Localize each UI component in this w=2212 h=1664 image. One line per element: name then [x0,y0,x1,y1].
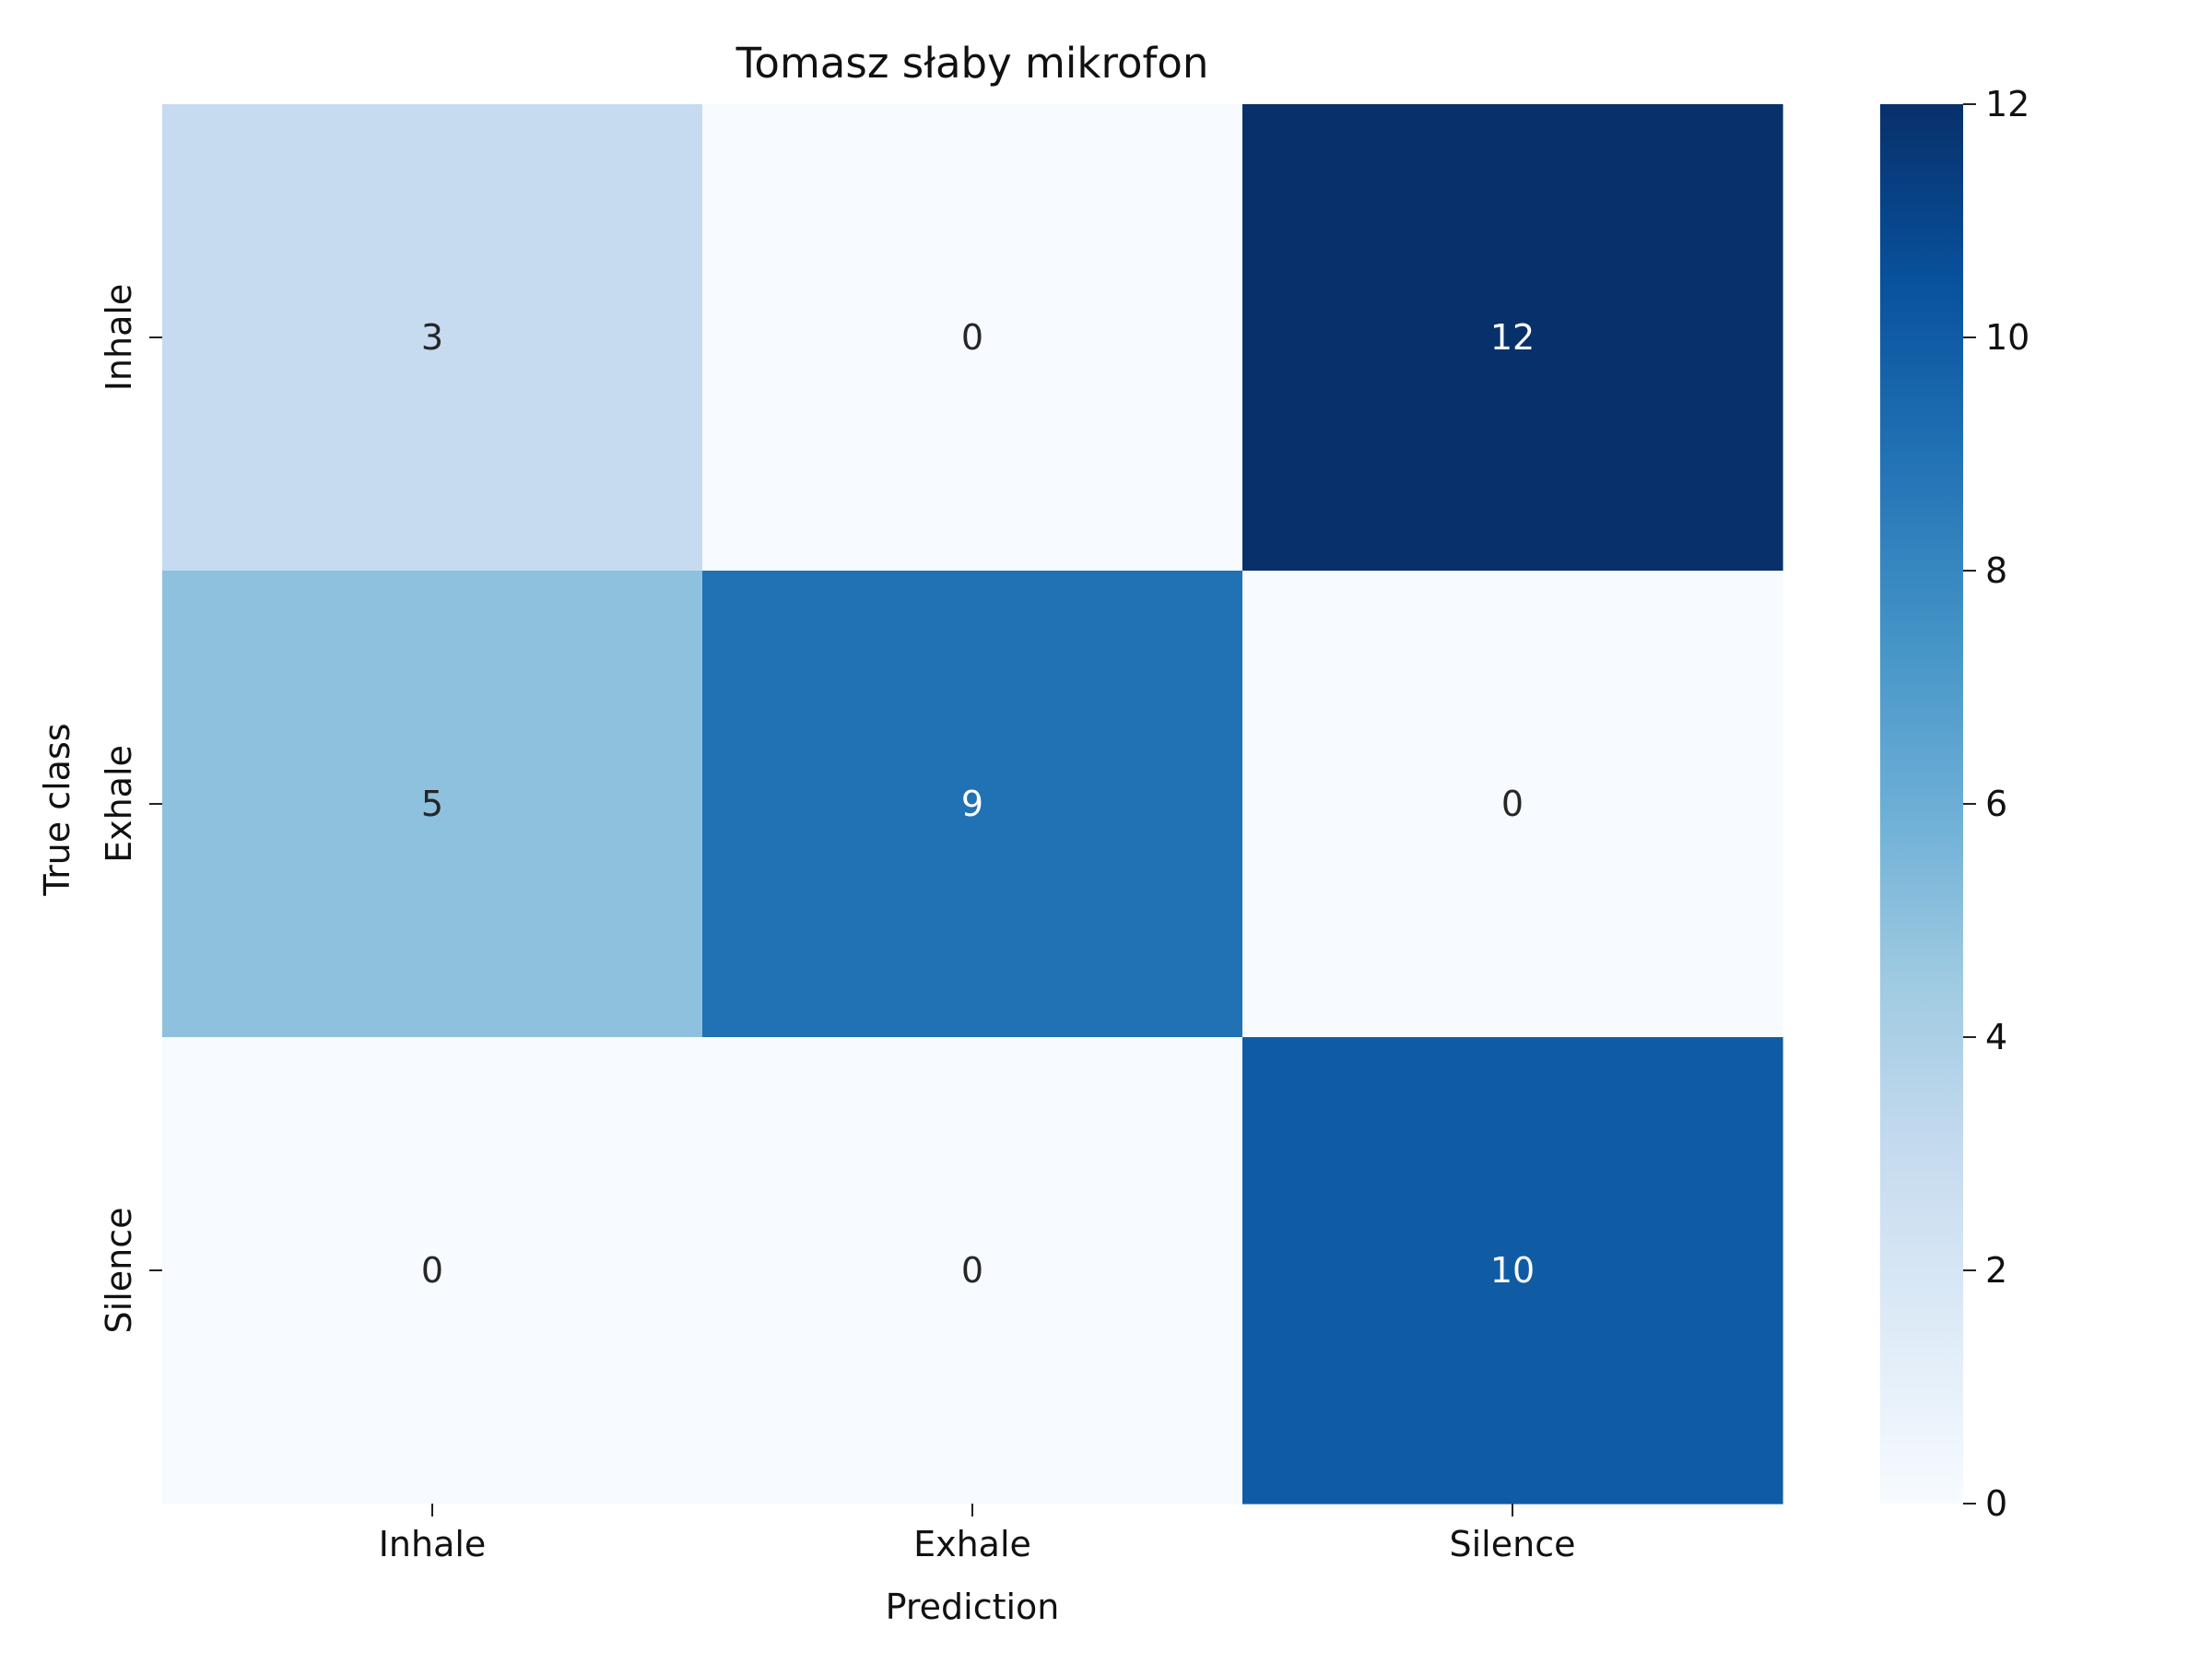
chart-title: Tomasz słaby mikrofon [735,39,1209,88]
x-tick-label: Silence [1450,1524,1576,1564]
y-tick-label: Silence [99,1208,139,1334]
colorbar-tick-label: 10 [1985,317,2030,358]
x-tick-label: Inhale [379,1524,487,1564]
cell-value-label: 0 [961,1250,983,1291]
heatmap-cell [1242,1037,1783,1505]
colorbar [1880,104,1963,1504]
y-axis-ticks: Inhale Exhale Silence [99,284,162,1334]
colorbar-tick-label: 8 [1985,550,2007,591]
heatmap-cell [162,1037,703,1505]
cell-value-label: 5 [421,784,443,824]
cell-value-label: 9 [961,784,983,824]
cell-value-label: 3 [421,317,443,358]
heatmap-cells [162,104,1783,1505]
heatmap-cell [702,571,1243,1038]
heatmap-cell [162,571,703,1038]
colorbar-tick-label: 0 [1985,1483,2007,1524]
heatmap-cell [702,1037,1243,1505]
heatmap-cell [702,104,1243,572]
colorbar-tick-label: 4 [1985,1017,2007,1057]
cell-value-label: 10 [1490,1250,1535,1291]
colorbar-tick-label: 12 [1985,84,2030,124]
colorbar-tick-label: 6 [1985,784,2007,824]
x-tick-label: Exhale [913,1524,1031,1564]
heatmap-cell-labels: 3 0 12 5 9 0 0 0 10 [421,317,1535,1291]
y-axis-label: True class [37,723,77,896]
x-axis-label: Prediction [886,1587,1060,1627]
colorbar-ticks: 0 2 4 6 8 10 12 [1963,84,2030,1524]
cell-value-label: 0 [961,317,983,358]
heatmap-cell [1242,104,1783,572]
y-tick-label: Inhale [99,284,139,392]
cell-value-label: 0 [421,1250,443,1291]
cell-value-label: 0 [1501,784,1524,824]
cell-value-label: 12 [1490,317,1535,358]
heatmap-cell [162,104,703,572]
colorbar-tick-label: 2 [1985,1250,2007,1291]
y-tick-label: Exhale [99,745,139,863]
x-axis-ticks: Inhale Exhale Silence [379,1504,1576,1564]
heatmap-cell [1242,571,1783,1038]
